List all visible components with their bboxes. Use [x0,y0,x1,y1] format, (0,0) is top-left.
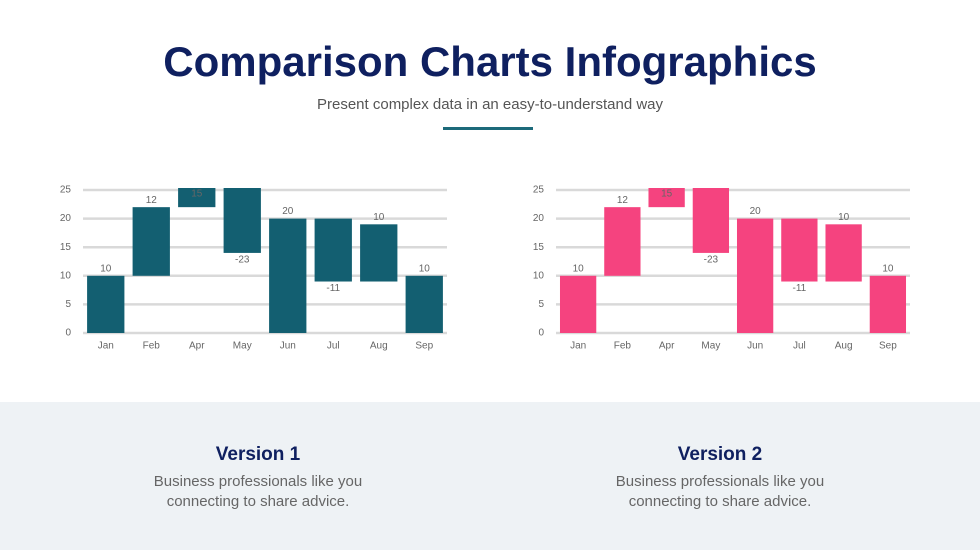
data-label: -11 [326,283,340,294]
data-label: -23 [235,255,250,266]
x-tick-label: May [233,341,252,352]
x-tick-label: Sep [415,341,433,352]
bar [132,207,170,276]
y-tick-label: 5 [65,299,71,310]
x-tick-label: Aug [370,341,388,352]
card-title: Version 1 [215,444,301,465]
data-label: 10 [100,263,112,274]
bars [559,188,907,333]
data-label: 20 [750,206,762,217]
bar [736,218,774,333]
data-label: 12 [617,195,629,206]
y-tick-label: 15 [533,242,545,253]
bar [223,188,261,253]
x-tick-label: Jun [280,341,296,352]
bar [559,275,597,333]
y-tick-label: 10 [60,270,72,281]
bar [405,275,443,333]
page-subtitle: Present complex data in an easy-to-under… [316,96,664,113]
bars [87,188,443,333]
bar [269,218,307,333]
x-tick-label: Apr [659,341,675,352]
bar [869,275,907,333]
bar [604,207,641,276]
y-tick-label: 20 [60,213,72,224]
card-text: Business professionals like you connecti… [153,473,363,510]
y-tick-label: 0 [65,328,71,339]
y-tick-label: 0 [538,328,544,339]
data-label: -11 [793,283,807,294]
x-tick-label: Feb [143,341,161,352]
data-label: 10 [373,212,385,223]
x-tick-label: Jul [327,341,340,352]
x-tick-label: Feb [614,341,632,352]
y-tick-label: 10 [533,270,545,281]
x-tick-label: Apr [189,341,205,352]
card-text: Business professionals like you connecti… [615,473,825,510]
y-tick-label: 25 [533,185,545,196]
bar [178,188,216,208]
page-title: Comparison Charts Infographics [163,38,817,85]
y-tick-label: 20 [533,213,545,224]
x-tick-label: Jul [793,341,806,352]
x-tick-label: Jun [747,341,763,352]
x-tick-label: Aug [835,341,853,352]
data-label: 10 [419,263,431,274]
bar [781,218,818,282]
data-label: 15 [191,189,203,200]
data-label: 10 [882,263,894,274]
x-tick-label: May [701,341,720,352]
x-tick-label: Jan [98,341,114,352]
charts: 0 5 10 15 20 25 Jan 10 Feb 12 Apr 15 May -23 Jun 20 Jul -… [60,185,910,352]
bottom-panel [0,402,980,550]
bar [825,224,862,282]
data-label: 12 [146,195,158,206]
y-tick-label: 5 [538,299,544,310]
bar [648,188,685,208]
data-label: -23 [704,255,719,266]
data-label: 20 [282,206,294,217]
card-title: Version 2 [677,444,763,465]
y-tick-label: 25 [60,185,72,196]
bar [692,188,730,253]
bar [314,218,352,282]
bar [360,224,398,282]
data-label: 10 [838,212,850,223]
data-label: 10 [573,263,585,274]
data-label: 15 [661,189,673,200]
bar [87,275,125,333]
x-tick-label: Jan [570,341,586,352]
y-tick-label: 15 [60,242,72,253]
title-rule [443,127,533,130]
x-tick-label: Sep [879,341,897,352]
